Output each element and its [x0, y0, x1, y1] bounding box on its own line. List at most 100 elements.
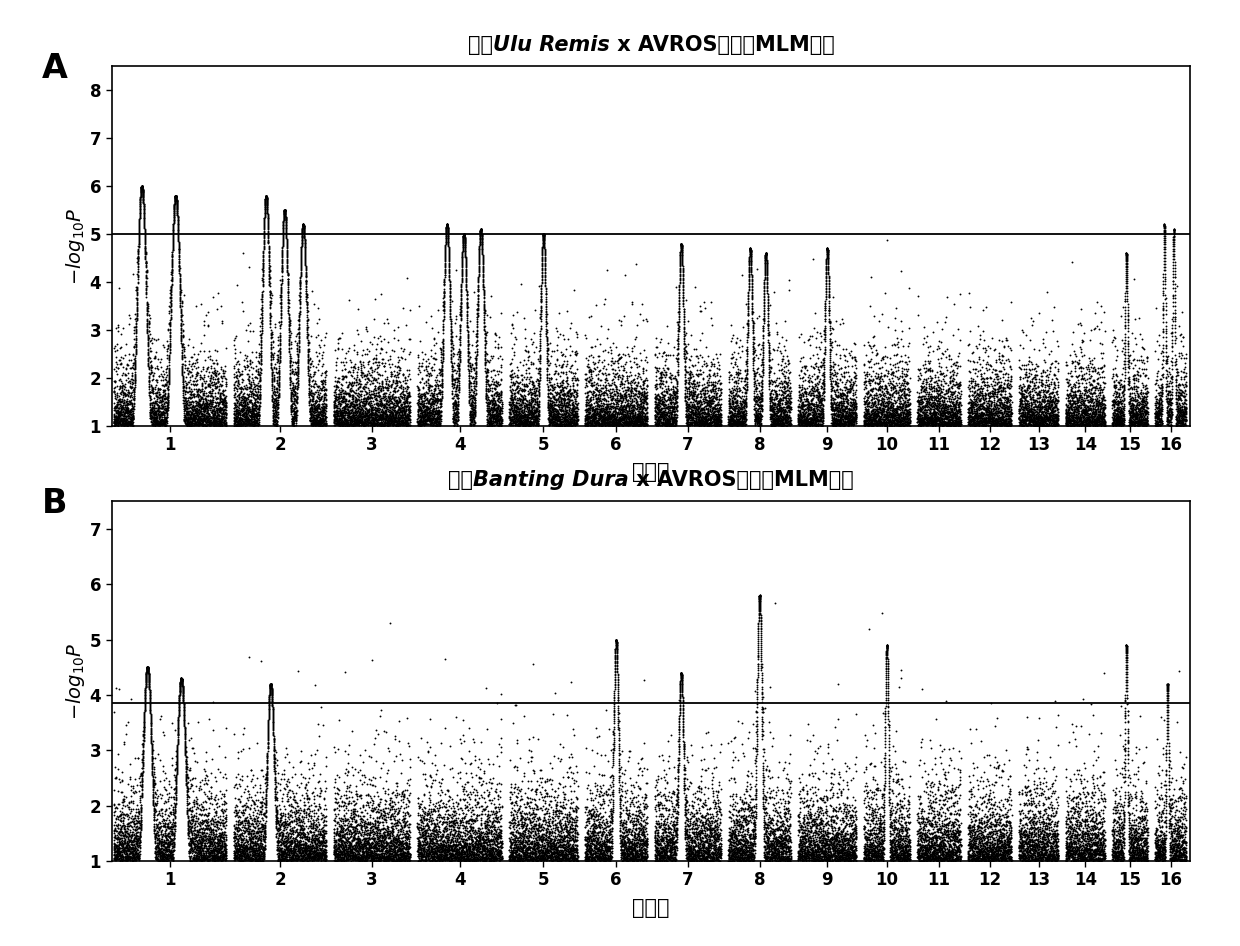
Point: [806, 418, 826, 433]
Point: [123, 820, 143, 835]
Point: [527, 417, 547, 432]
Point: [553, 838, 573, 853]
Point: [476, 333, 496, 348]
Point: [868, 401, 888, 416]
Point: [254, 832, 274, 848]
Point: [238, 395, 258, 411]
Point: [737, 372, 756, 387]
Point: [443, 849, 463, 864]
Point: [862, 418, 882, 433]
Point: [795, 417, 815, 432]
Point: [758, 829, 777, 844]
Point: [863, 830, 883, 845]
Point: [310, 848, 330, 863]
Point: [701, 295, 720, 310]
Point: [456, 276, 476, 291]
Point: [175, 401, 195, 416]
Point: [449, 850, 469, 866]
Point: [290, 800, 310, 815]
Point: [1106, 848, 1126, 863]
Point: [1122, 416, 1142, 431]
Point: [428, 762, 448, 778]
Point: [155, 816, 175, 832]
Point: [1117, 297, 1137, 312]
Point: [1137, 349, 1157, 364]
Point: [105, 840, 125, 855]
Point: [998, 398, 1018, 413]
Point: [164, 216, 184, 231]
Point: [915, 388, 935, 403]
Point: [698, 417, 718, 432]
Point: [399, 823, 419, 838]
Point: [1029, 846, 1049, 861]
Point: [441, 293, 461, 308]
Point: [181, 418, 201, 433]
Point: [754, 321, 774, 336]
Point: [460, 757, 480, 772]
Point: [196, 395, 216, 411]
Point: [769, 847, 789, 862]
Point: [878, 674, 898, 689]
Point: [753, 767, 773, 782]
Point: [831, 846, 851, 861]
Point: [275, 808, 295, 823]
Point: [790, 846, 810, 861]
Point: [149, 851, 169, 867]
Point: [314, 813, 334, 828]
Point: [636, 851, 656, 867]
Point: [701, 850, 720, 865]
Point: [508, 852, 528, 867]
Point: [162, 852, 182, 867]
Point: [465, 838, 485, 853]
Point: [1029, 306, 1049, 321]
Point: [1056, 410, 1076, 425]
Point: [202, 377, 222, 393]
Point: [273, 850, 293, 865]
Point: [491, 393, 511, 408]
Point: [976, 850, 996, 865]
Point: [309, 415, 329, 430]
Point: [810, 791, 830, 806]
Point: [343, 825, 363, 840]
Point: [559, 418, 579, 433]
Point: [130, 189, 150, 204]
Point: [859, 410, 879, 425]
Point: [773, 813, 792, 828]
Point: [929, 413, 949, 429]
Point: [368, 409, 388, 424]
Point: [1022, 850, 1042, 866]
Point: [420, 768, 440, 783]
Point: [1123, 393, 1143, 408]
Point: [862, 784, 882, 799]
Point: [541, 818, 560, 833]
Point: [477, 388, 497, 403]
Point: [527, 831, 547, 846]
Point: [681, 364, 701, 379]
Point: [399, 386, 419, 401]
Point: [653, 800, 673, 815]
Point: [1111, 402, 1131, 417]
Point: [677, 810, 697, 825]
Point: [951, 407, 971, 422]
Point: [408, 409, 428, 424]
Point: [729, 416, 749, 431]
Point: [433, 353, 453, 368]
Point: [983, 387, 1003, 402]
Point: [947, 833, 967, 849]
Point: [124, 392, 144, 407]
Point: [583, 817, 603, 832]
Point: [1092, 811, 1112, 826]
Point: [1163, 274, 1183, 289]
Point: [1106, 401, 1126, 416]
Point: [977, 809, 997, 824]
Point: [895, 835, 915, 850]
Point: [393, 849, 413, 864]
Point: [997, 418, 1017, 433]
Point: [861, 806, 880, 821]
Point: [707, 390, 727, 405]
Point: [458, 326, 477, 342]
Point: [982, 411, 1002, 426]
Point: [678, 397, 698, 412]
Point: [1158, 716, 1178, 731]
Point: [965, 830, 985, 845]
